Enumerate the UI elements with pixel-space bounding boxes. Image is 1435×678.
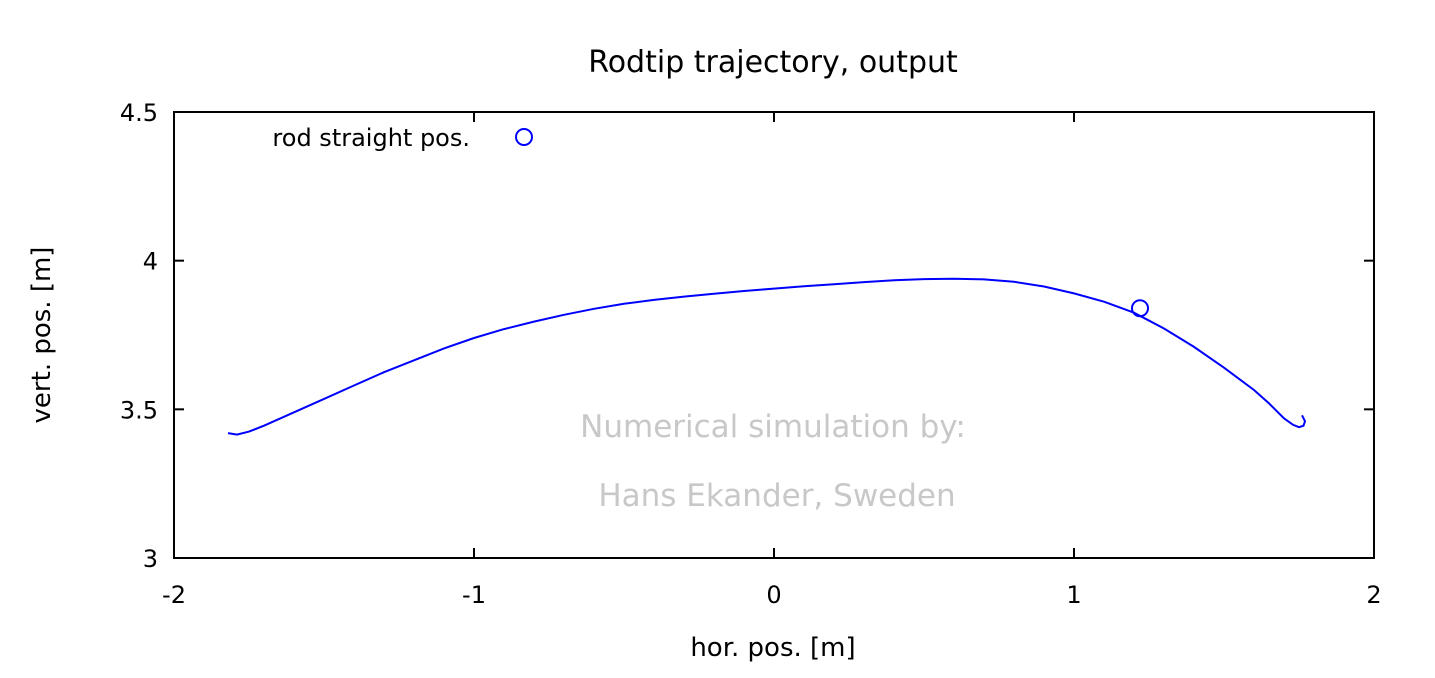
x-tick-label: -2 — [162, 581, 186, 609]
x-tick-label: 1 — [1066, 581, 1081, 609]
y-tick-label: 3 — [143, 545, 158, 573]
axis-tick-labels: -2 -1 0 1 2 3 3.5 4 4.5 — [120, 99, 1382, 609]
legend-label: rod straight pos. — [272, 124, 470, 152]
annotation-credit-line-2: Hans Ekander, Sweden — [598, 478, 955, 514]
series-markers — [1131, 299, 1149, 318]
y-tick-label: 3.5 — [120, 396, 158, 424]
x-tick-label: -1 — [462, 581, 486, 609]
axis-ticks — [173, 111, 1375, 559]
annotation-credit-line-1: Numerical simulation by: — [580, 409, 966, 445]
x-tick-label: 0 — [766, 581, 781, 609]
y-tick-label: 4.5 — [120, 99, 158, 127]
rod-straight-position-marker — [1131, 299, 1149, 318]
y-tick-label: 4 — [143, 248, 158, 276]
x-axis-label: hor. pos. [m] — [690, 633, 855, 663]
legend-marker-icon — [515, 128, 533, 146]
y-axis-label: vert. pos. [m] — [27, 247, 57, 424]
chart-title: Rodtip trajectory, output — [588, 45, 958, 80]
x-tick-label: 2 — [1366, 581, 1381, 609]
series-line-trajectory — [227, 277, 1307, 436]
